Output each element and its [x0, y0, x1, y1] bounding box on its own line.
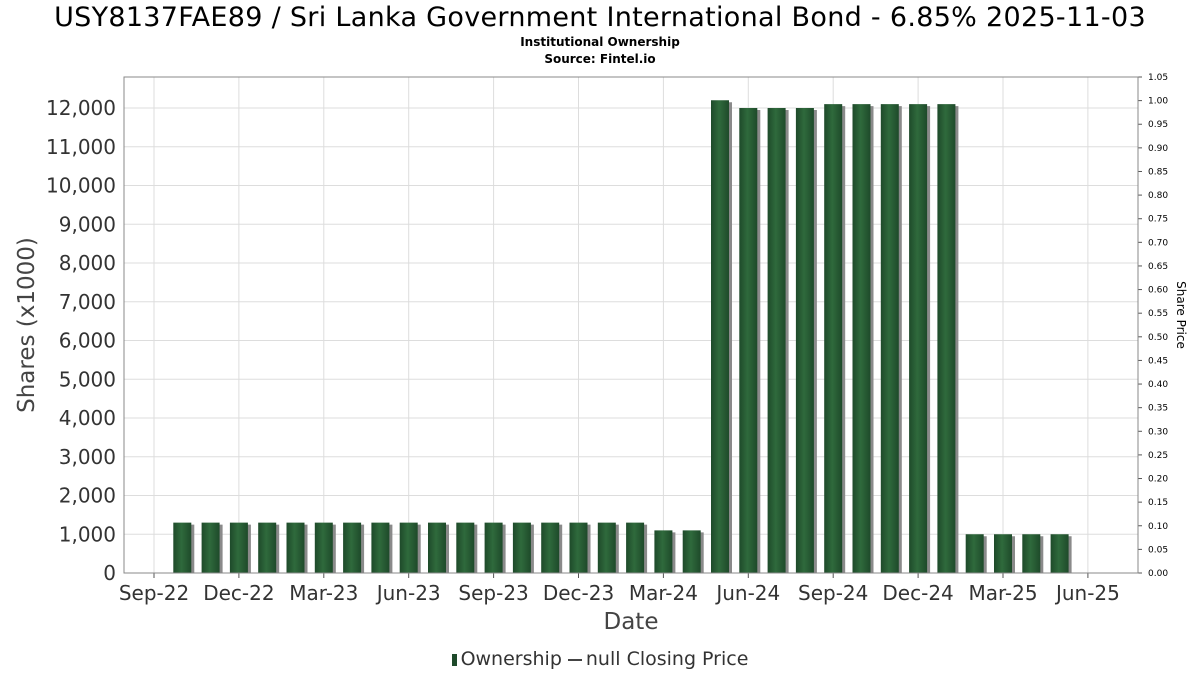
- ownership-bar: [456, 522, 475, 573]
- ownership-bar: [824, 104, 843, 573]
- y2-tick-label: 0.70: [1148, 238, 1168, 248]
- closing-price-legend-label: null Closing Price: [585, 648, 749, 670]
- ownership-bar: [484, 522, 503, 573]
- y-tick-label: 8,000: [59, 251, 116, 275]
- ownership-bar: [229, 522, 248, 573]
- y-tick-label: 1,000: [59, 522, 116, 546]
- y-tick-label: 9,000: [59, 212, 116, 236]
- ownership-bar: [371, 522, 390, 573]
- ownership-bar: [682, 530, 701, 573]
- ownership-bar: [343, 522, 362, 573]
- y2-axis-label: Share Price: [1174, 281, 1188, 349]
- x-tick-label: Dec-23: [543, 581, 614, 605]
- ownership-bar: [286, 522, 305, 573]
- x-tick-label: Sep-24: [798, 581, 868, 605]
- ownership-bar: [512, 522, 531, 573]
- y-tick-label: 7,000: [59, 290, 116, 314]
- x-tick-label: Mar-24: [629, 581, 698, 605]
- ownership-bar: [767, 108, 786, 573]
- ownership-bar: [739, 108, 758, 573]
- x-axis-label: Date: [604, 609, 659, 635]
- x-tick-label: Sep-23: [458, 581, 528, 605]
- ownership-bar: [1022, 534, 1041, 573]
- y2-tick-label: 0.75: [1148, 215, 1168, 225]
- y2-tick-label: 0.10: [1148, 522, 1168, 532]
- chart-source: Source: Fintel.io: [544, 52, 656, 66]
- y-tick-label: 2,000: [59, 484, 116, 508]
- y-tick-label: 12,000: [46, 96, 116, 120]
- ownership-bar: [201, 522, 220, 573]
- ownership-bar: [428, 522, 446, 573]
- ownership-bar: [173, 522, 192, 573]
- x-tick-label: Sep-22: [119, 581, 189, 605]
- closing-price-legend-line: [567, 658, 582, 661]
- y2-tick-label: 0.40: [1148, 380, 1168, 390]
- ownership-bar: [909, 104, 928, 573]
- ownership-bar: [597, 522, 616, 573]
- y2-tick-label: 0.25: [1148, 451, 1168, 461]
- y2-tick-label: 0.55: [1148, 309, 1168, 319]
- chart-subtitle: Institutional Ownership: [520, 35, 680, 49]
- ownership-bar: [994, 534, 1012, 573]
- y2-tick-label: 0.00: [1148, 569, 1168, 579]
- ownership-bar: [314, 522, 333, 573]
- chart-legend: Ownership null Closing Price: [0, 648, 1200, 670]
- y2-tick-label: 0.90: [1148, 144, 1168, 154]
- y2-tick-label: 1.00: [1148, 97, 1168, 107]
- y2-tick-label: 0.60: [1148, 286, 1168, 296]
- ownership-bar: [541, 522, 560, 573]
- y2-tick-label: 0.30: [1148, 427, 1168, 437]
- ownership-bar: [880, 104, 899, 573]
- ownership-bar: [965, 534, 984, 573]
- y-tick-label: 6,000: [59, 329, 116, 353]
- plot-frame: [123, 76, 1139, 574]
- chart-title: USY8137FAE89 / Sri Lanka Government Inte…: [54, 2, 1146, 33]
- y2-tick-label: 0.20: [1148, 475, 1168, 485]
- y-axis-label: Shares (x1000): [14, 237, 40, 413]
- y2-tick-label: 1.05: [1148, 73, 1168, 83]
- x-tick-label: Jun-23: [375, 581, 441, 605]
- ownership-bar: [852, 104, 871, 573]
- y-tick-label: 4,000: [59, 406, 116, 430]
- x-tick-label: Dec-24: [882, 581, 953, 605]
- ownership-bar: [654, 530, 673, 573]
- ownership-bar: [1050, 534, 1069, 573]
- ownership-legend-label: Ownership: [460, 648, 562, 670]
- y2-tick-label: 0.05: [1148, 545, 1168, 555]
- plot-area: [124, 77, 1138, 573]
- x-tick-label: Jun-24: [714, 581, 780, 605]
- x-tick-label: Mar-25: [968, 581, 1037, 605]
- ownership-bar: [937, 104, 956, 573]
- y-tick-label: 0: [103, 561, 116, 585]
- x-tick-label: Mar-23: [289, 581, 358, 605]
- y-tick-label: 10,000: [46, 174, 116, 198]
- ownership-bar: [795, 108, 814, 573]
- y2-tick-label: 0.95: [1148, 120, 1168, 130]
- y-tick-label: 11,000: [46, 135, 116, 159]
- y2-tick-label: 0.15: [1148, 498, 1168, 508]
- y2-tick-label: 0.80: [1148, 191, 1168, 201]
- y-tick-label: 3,000: [59, 445, 116, 469]
- y-tick-label: 5,000: [59, 367, 116, 391]
- ownership-bar: [711, 100, 729, 573]
- y2-tick-label: 0.50: [1148, 333, 1168, 343]
- ownership-bar: [258, 522, 277, 573]
- y2-tick-label: 0.85: [1148, 167, 1168, 177]
- ownership-legend-swatch: [451, 653, 457, 666]
- ownership-bar: [399, 522, 418, 573]
- x-tick-label: Jun-25: [1054, 581, 1120, 605]
- x-tick-label: Dec-22: [203, 581, 274, 605]
- ownership-chart: 0 1,000 2,000 3,000 4,000 5,000 6,000 7,000 8,00…: [14, 73, 1188, 635]
- ownership-bar: [569, 522, 588, 573]
- ownership-bar: [626, 522, 645, 573]
- y2-tick-label: 0.65: [1148, 262, 1168, 272]
- y2-tick-label: 0.45: [1148, 356, 1168, 366]
- y2-tick-label: 0.35: [1148, 404, 1168, 414]
